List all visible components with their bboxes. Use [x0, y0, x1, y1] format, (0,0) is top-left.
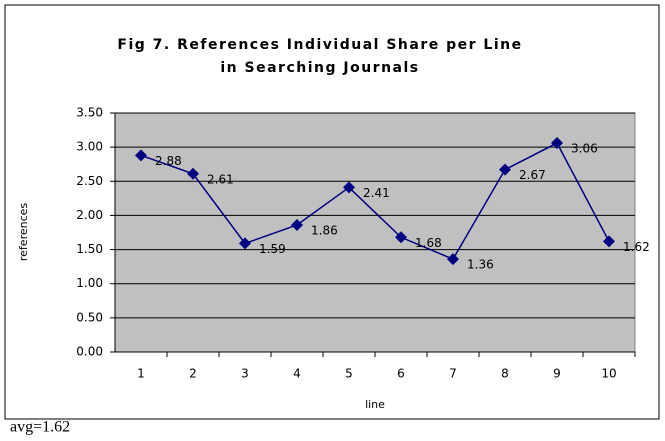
data-label: 1.59: [259, 242, 286, 256]
data-label: 2.41: [363, 186, 390, 200]
x-tick-label: 8: [501, 367, 509, 381]
data-label: 2.61: [207, 172, 234, 186]
x-tick-label: 1: [137, 367, 145, 381]
chart-title: Fig 7. References Individual Share per L…: [117, 37, 522, 53]
annotation: avg=1.62: [10, 419, 70, 436]
data-point: [395, 231, 407, 244]
x-tick-label: 3: [241, 367, 249, 381]
data-point: [551, 137, 563, 150]
y-tick-label: 1.00: [76, 276, 103, 290]
x-tick-label: 7: [449, 367, 457, 381]
y-axis-label: references: [17, 203, 30, 262]
data-label: 1.36: [467, 258, 494, 272]
x-tick-label: 10: [601, 367, 616, 381]
data-label: 1.86: [311, 223, 338, 237]
x-axis-label: line: [365, 398, 385, 411]
data-point: [447, 253, 459, 266]
data-label: 1.62: [623, 240, 650, 254]
data-point: [239, 237, 251, 250]
y-tick-label: 3.50: [76, 106, 103, 120]
y-tick-label: 0.00: [76, 345, 103, 359]
data-label: 2.67: [519, 168, 546, 182]
data-point: [343, 181, 355, 194]
data-point: [135, 149, 147, 162]
y-tick-label: 0.50: [76, 310, 103, 324]
y-tick-label: 3.00: [76, 140, 103, 154]
x-tick-label: 6: [397, 367, 405, 381]
y-tick-label: 1.50: [76, 242, 103, 256]
x-tick-label: 9: [553, 367, 561, 381]
x-tick-label: 5: [345, 367, 353, 381]
y-tick-label: 2.50: [76, 174, 103, 188]
plot-area: [114, 112, 636, 353]
data-point: [187, 167, 199, 180]
chart-title: in Searching Journals: [220, 60, 419, 76]
data-point: [291, 218, 303, 231]
x-tick-label: 4: [293, 367, 301, 381]
data-label: 2.88: [155, 154, 182, 168]
y-tick-label: 2.00: [76, 208, 103, 222]
data-label: 3.06: [571, 142, 598, 156]
x-tick-label: 2: [189, 367, 197, 381]
data-label: 1.68: [415, 236, 442, 250]
data-line: [140, 142, 610, 261]
data-point: [603, 235, 615, 248]
data-point: [499, 163, 511, 176]
